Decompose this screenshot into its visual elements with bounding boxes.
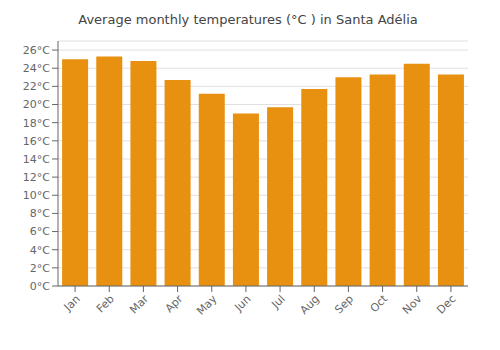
- svg-text:18°C: 18°C: [23, 117, 50, 130]
- svg-text:Feb: Feb: [94, 292, 117, 315]
- svg-text:2°C: 2°C: [30, 262, 50, 275]
- svg-text:May: May: [194, 292, 220, 318]
- svg-text:6°C: 6°C: [30, 225, 50, 238]
- svg-text:Nov: Nov: [400, 292, 425, 317]
- svg-text:12°C: 12°C: [23, 171, 50, 184]
- svg-text:22°C: 22°C: [23, 80, 50, 93]
- svg-text:Jun: Jun: [232, 292, 254, 314]
- svg-text:Oct: Oct: [368, 292, 391, 315]
- svg-text:10°C: 10°C: [23, 189, 50, 202]
- svg-text:4°C: 4°C: [30, 244, 50, 257]
- svg-text:Jan: Jan: [61, 292, 83, 314]
- svg-text:20°C: 20°C: [23, 98, 50, 111]
- svg-text:8°C: 8°C: [30, 207, 50, 220]
- svg-text:Apr: Apr: [163, 292, 186, 315]
- svg-text:Mar: Mar: [127, 292, 151, 316]
- svg-text:26°C: 26°C: [23, 44, 50, 57]
- svg-text:Dec: Dec: [434, 292, 458, 316]
- svg-text:Aug: Aug: [298, 292, 322, 316]
- svg-text:24°C: 24°C: [23, 62, 50, 75]
- svg-text:0°C: 0°C: [30, 280, 50, 293]
- svg-text:Sep: Sep: [332, 292, 356, 316]
- svg-text:Jul: Jul: [268, 292, 287, 311]
- html-text:Average monthly temperatures (: Average monthly temperatures (°C ) in Sa…: [78, 12, 418, 27]
- svg-text:14°C: 14°C: [23, 153, 50, 166]
- svg-text:16°C: 16°C: [23, 135, 50, 148]
